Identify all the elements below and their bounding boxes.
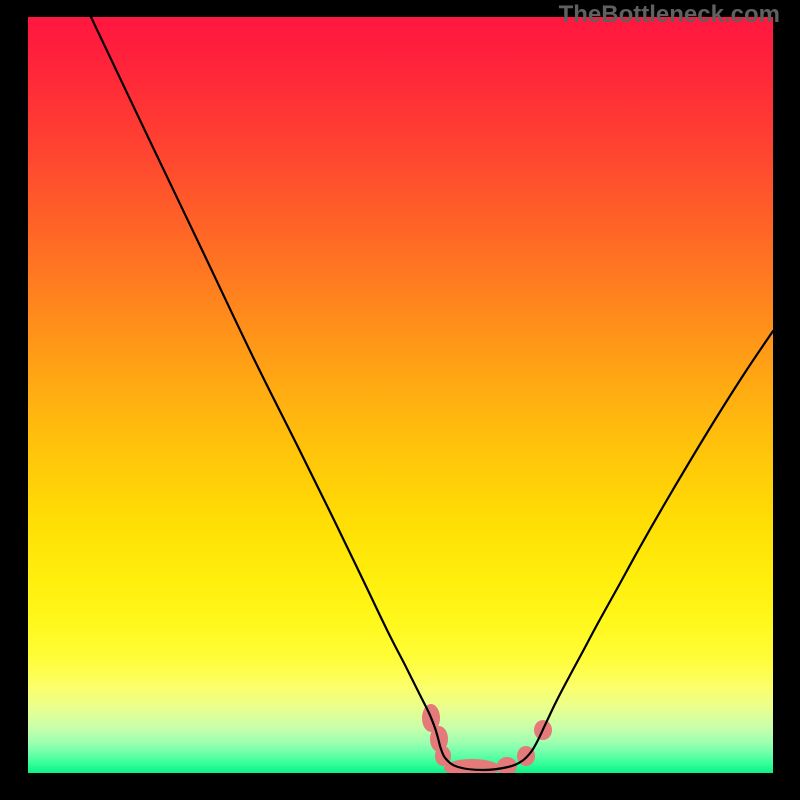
gradient-background [28,17,773,773]
chart-stage: TheBottleneck.com [0,0,800,800]
watermark-text: TheBottleneck.com [559,1,780,29]
gradient-v-chart [28,17,773,773]
chart-plot-area [28,17,773,773]
